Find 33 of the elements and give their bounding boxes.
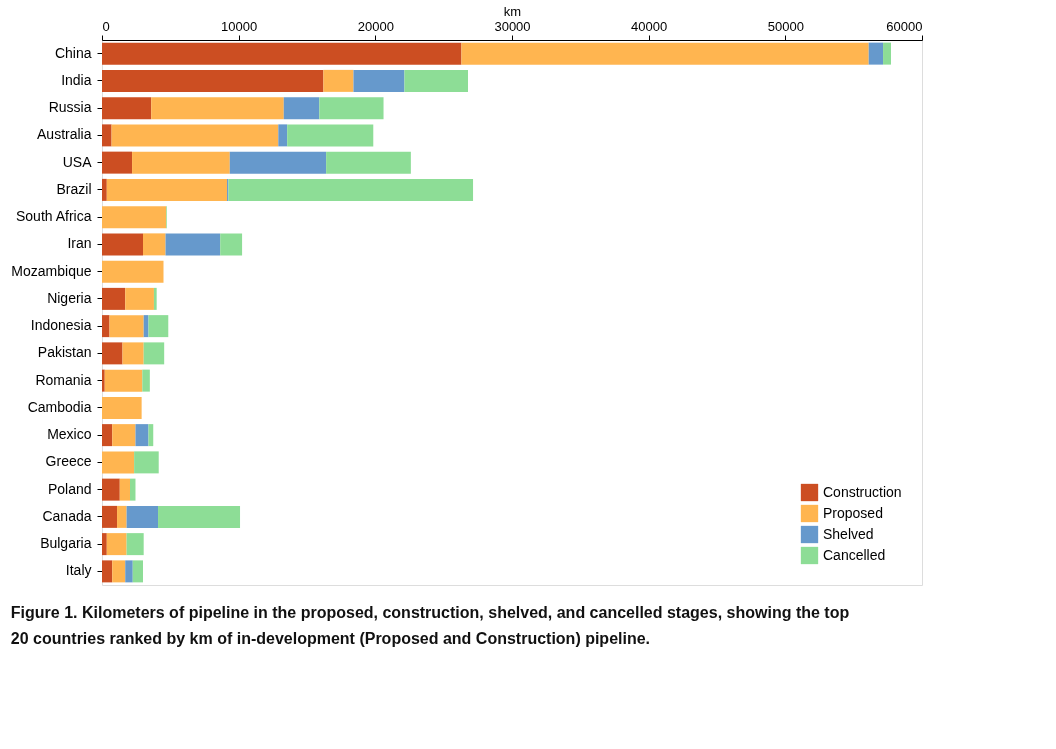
y-tick-label: Italy xyxy=(65,562,92,579)
y-tick-label: USA xyxy=(62,153,93,170)
legend-label: Cancelled xyxy=(823,546,886,563)
y-tick-label: Bulgaria xyxy=(40,535,92,552)
y-tick-label: Nigeria xyxy=(47,289,92,306)
y-tick-label: Greece xyxy=(45,453,92,470)
x-tick-label: 10000 xyxy=(221,18,258,34)
y-tick-label: Pakistan xyxy=(37,344,92,361)
y-tick-label: Australia xyxy=(37,126,92,143)
y-tick-label: India xyxy=(61,71,92,88)
y-tick-label: Poland xyxy=(47,480,92,497)
legend-label: Construction xyxy=(823,483,902,500)
y-tick-label: Iran xyxy=(67,235,92,252)
x-tick-label: 50000 xyxy=(767,18,804,34)
y-tick-label: Canada xyxy=(42,507,92,524)
y-tick-label: Mozambique xyxy=(11,262,92,279)
y-tick-label: Cambodia xyxy=(27,398,92,415)
legend-label: Proposed xyxy=(823,504,883,521)
y-tick-label: Mexico xyxy=(47,426,92,443)
x-tick-label: 60000 xyxy=(886,18,923,34)
y-tick-label: Romania xyxy=(35,371,92,388)
x-tick-label: 30000 xyxy=(494,18,531,34)
y-tick-label: Brazil xyxy=(56,180,92,197)
y-tick-label: Indonesia xyxy=(30,317,92,334)
legend-label: Shelved xyxy=(823,525,874,542)
y-tick-label: China xyxy=(54,44,92,61)
caption: Figure 1. Kilometers of pipeline in the proposed, construction, shelved, and cancelled stages, showing the top 20 countries ranked by km of in-development (Proposed and Construction) pipeline. xyxy=(10,604,850,647)
y-tick-label: Russia xyxy=(48,99,92,116)
x-axis-title: km xyxy=(503,3,522,19)
x-tick-label: 40000 xyxy=(631,18,668,34)
y-tick-label: South Africa xyxy=(16,208,92,225)
x-tick-label: 20000 xyxy=(357,18,394,34)
x-tick-label: 0 xyxy=(102,18,110,34)
